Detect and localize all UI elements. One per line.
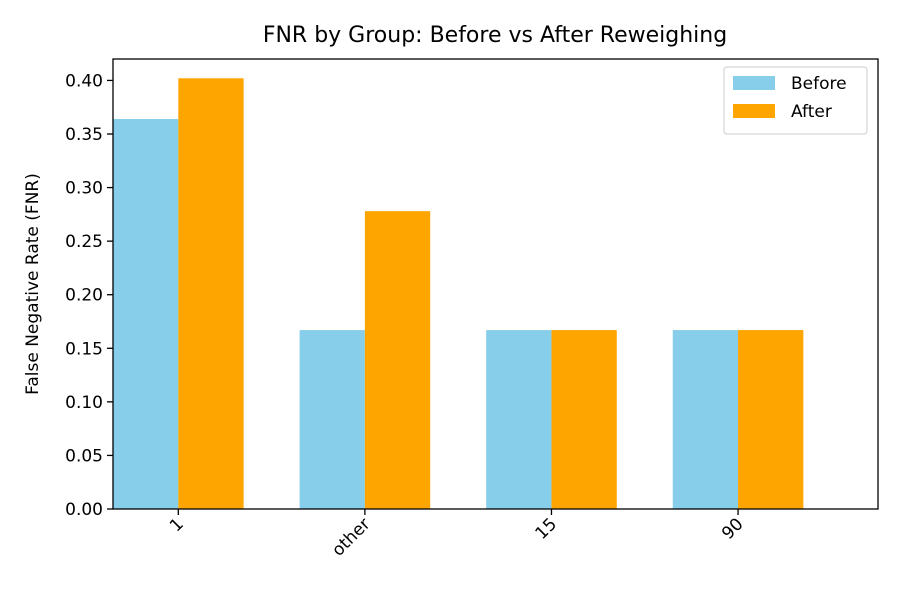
y-tick-label: 0.20 — [65, 286, 103, 306]
legend: Before After — [723, 66, 868, 135]
y-tick-label: 0.15 — [65, 339, 103, 359]
x-ticks: 1 other 15 90 — [166, 509, 748, 561]
legend-label-after: After — [791, 102, 832, 122]
plot-frame — [112, 58, 879, 510]
y-tick-label: 0.05 — [65, 446, 103, 466]
x-tick-label: 90 — [718, 514, 747, 543]
y-axis-label: False Negative Rate (FNR) — [23, 173, 43, 395]
y-tick-label: 0.25 — [65, 232, 103, 252]
y-tick-label: 0.35 — [65, 125, 103, 145]
y-ticks: 0.00 0.05 0.10 0.15 0.20 0.25 0.30 0.35 0.40 — [65, 71, 113, 520]
bar-after-other — [364, 211, 431, 509]
legend-swatch-before — [733, 76, 775, 90]
x-tick-label: other — [328, 514, 374, 560]
y-tick-label: 0.00 — [65, 500, 103, 520]
bar-after-1 — [178, 78, 244, 510]
x-tick-label: 1 — [166, 514, 188, 536]
bar-before-1 — [113, 119, 179, 509]
y-tick-label: 0.40 — [65, 71, 103, 91]
legend-label-before: Before — [791, 74, 847, 94]
bar-before-90 — [672, 330, 739, 509]
x-tick-label: 15 — [532, 514, 561, 543]
legend-swatch-after — [733, 104, 775, 118]
y-tick-label: 0.30 — [65, 179, 103, 199]
y-tick-label: 0.10 — [65, 393, 103, 413]
bars-group — [113, 78, 804, 510]
bar-before-15 — [486, 330, 552, 509]
bar-after-90 — [738, 330, 804, 509]
bar-after-15 — [551, 330, 617, 509]
bar-before-other — [299, 330, 365, 509]
chart-title: FNR by Group: Before vs After Reweighing — [263, 23, 727, 48]
